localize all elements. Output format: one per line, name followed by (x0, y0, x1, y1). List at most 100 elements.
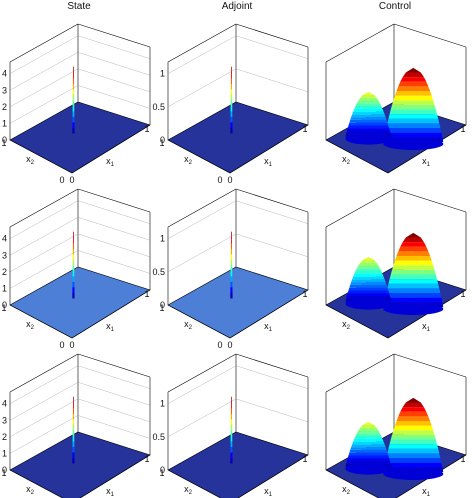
bump-base (383, 137, 444, 150)
spike-segment (231, 72, 232, 79)
z-tick-label: 0 (160, 465, 165, 475)
spike-segment (230, 286, 233, 293)
spike-peak (72, 66, 75, 134)
right-wall-top-edge (77, 353, 151, 378)
spike-segment (72, 248, 75, 255)
z-gridline (167, 365, 237, 404)
right-wall-top-edge (393, 188, 467, 213)
left-wall-top-edge (9, 23, 79, 63)
spike-segment (230, 253, 233, 260)
bump-band (353, 438, 384, 442)
y-tick-label: 1 (159, 138, 164, 148)
spike-segment (230, 275, 233, 282)
bump-band (396, 86, 431, 92)
x-tick-label: 1 (144, 289, 149, 299)
x1-axis-label-subscript: 1 (111, 492, 115, 498)
z-gridline (9, 415, 79, 454)
x2-axis-label: x2 (342, 154, 351, 166)
spike-segment (72, 292, 75, 299)
z-tick-label: 2 (2, 102, 7, 112)
z-gridline (235, 365, 309, 389)
x2-axis-label-subscript: 2 (347, 325, 351, 331)
bump-band (396, 251, 431, 257)
left-wall-top-edge (167, 23, 237, 63)
left-wall-top-edge (167, 353, 237, 393)
bump-band (390, 434, 436, 440)
x1-axis-label: x1 (264, 486, 273, 498)
bump-band (346, 296, 391, 299)
bump-band (393, 260, 434, 266)
spike-segment (72, 83, 75, 90)
z-gridline (77, 68, 151, 92)
z-gridline (77, 250, 151, 274)
x1-axis-line (71, 124, 151, 174)
x1-axis-line (229, 289, 309, 339)
y-tick-label: 0 (59, 175, 64, 185)
left-wall-top-edge (167, 188, 237, 228)
x1-axis-label: x1 (422, 486, 431, 498)
bump-band (360, 94, 377, 98)
bump-band (394, 421, 432, 426)
left-wall-top-edge (9, 188, 79, 228)
bump-base (345, 297, 392, 310)
y-tick-label: 0 (59, 340, 64, 350)
spike-segment (72, 435, 75, 442)
spike-segment (231, 402, 232, 409)
bump-band (398, 246, 429, 252)
bump-band (385, 458, 442, 463)
spike-segment (230, 292, 233, 299)
spike-segment (230, 99, 233, 106)
z-tick-label: 0 (2, 135, 7, 145)
surface-floor (9, 431, 151, 498)
bump-band (347, 290, 390, 294)
bump-band (347, 455, 390, 459)
bump-band (402, 237, 424, 243)
z-gridline (167, 398, 237, 437)
z-tick-label: 3 (2, 85, 7, 95)
x1-axis-label-subscript: 1 (111, 327, 115, 333)
z-tick-label: 1 (2, 448, 7, 458)
bump-band (346, 458, 390, 462)
bump-band (400, 77, 427, 82)
bump-band (351, 444, 386, 448)
z-tick-label: 4 (2, 399, 7, 409)
bump-band (394, 91, 432, 96)
x-tick-label: 1 (460, 454, 465, 464)
bump-band (392, 430, 435, 435)
x2-axis-label: x2 (26, 319, 35, 331)
spike-segment (73, 237, 74, 244)
bump-band (348, 452, 389, 456)
control-bump (345, 422, 392, 475)
z-gridline (235, 200, 309, 224)
bump-base (345, 132, 392, 145)
x2-axis-label: x2 (184, 484, 193, 496)
bump-band (354, 106, 383, 109)
spike-segment (230, 116, 233, 123)
bump-band (405, 232, 421, 238)
bump-band (362, 422, 375, 425)
z-gridline (9, 365, 79, 404)
spike-segment (73, 231, 74, 238)
spike-segment (231, 66, 232, 73)
spike-segment (73, 66, 74, 73)
bump-band (362, 257, 375, 260)
y-tick-label: 0 (217, 175, 222, 185)
bump-band (392, 265, 435, 270)
z-tick-label: 0 (160, 135, 165, 145)
bump-band (354, 436, 383, 439)
spike-segment (72, 259, 75, 266)
x2-axis-label-subscript: 2 (31, 160, 35, 166)
control-bump (383, 67, 444, 150)
spike-segment (72, 440, 75, 447)
bump-band (402, 402, 424, 408)
bump-band (349, 284, 388, 288)
z-tick-label: 1 (160, 69, 165, 79)
z-gridline (77, 382, 151, 406)
x2-axis-label-subscript: 2 (347, 490, 351, 496)
x2-axis-label: x2 (342, 319, 351, 331)
x-tick-label: 1 (460, 124, 465, 134)
z-gridline (9, 52, 79, 91)
